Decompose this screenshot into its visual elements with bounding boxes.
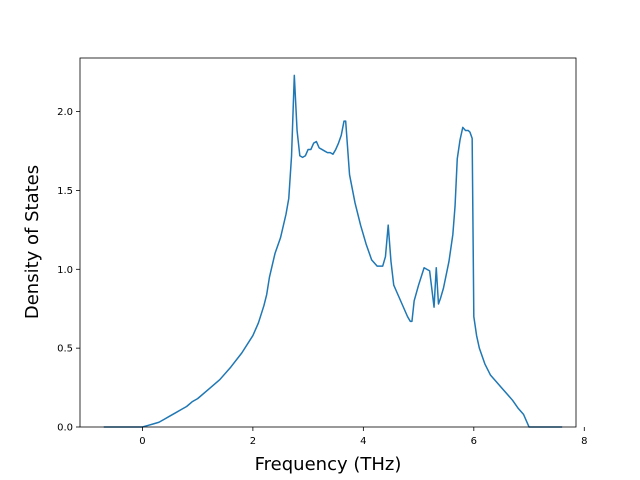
x-axis-ticks: 0 2 4 6 8 [139, 427, 587, 447]
y-tick-label: 0.5 [57, 344, 73, 355]
dos-series-line [103, 74, 563, 428]
y-axis-label: Density of States [22, 165, 43, 319]
data-layer [103, 74, 563, 428]
y-tick-label: 2.0 [57, 107, 73, 118]
x-tick-label: 2 [250, 436, 256, 447]
x-tick-label: 6 [471, 436, 477, 447]
y-tick-label: 1.5 [57, 186, 73, 197]
x-axis-label: Frequency (THz) [255, 454, 402, 475]
x-tick-label: 8 [581, 436, 587, 447]
axes-background [80, 58, 576, 427]
y-tick-label: 1.0 [57, 265, 73, 276]
y-axis-ticks: 0.0 0.5 1.0 1.5 2.0 [57, 107, 80, 434]
plot-area [80, 58, 576, 427]
y-tick-label: 0.0 [57, 423, 73, 434]
x-tick-label: 4 [360, 436, 366, 447]
x-tick-label: 0 [139, 436, 145, 447]
axes-frame [79, 57, 577, 428]
